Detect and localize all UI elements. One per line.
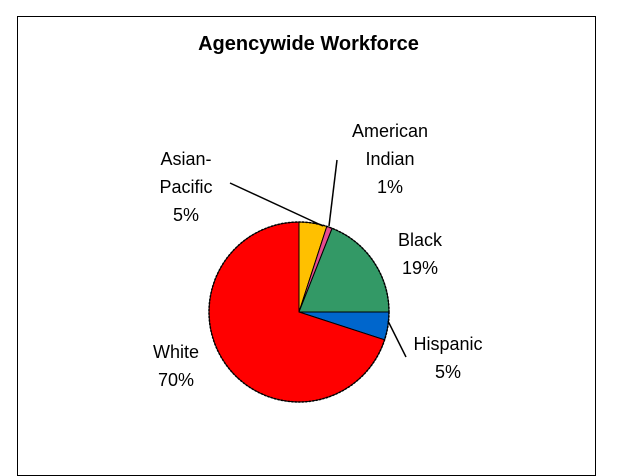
slice-label-hispanic: Hispanic 5% bbox=[413, 334, 482, 382]
slice-label-line-black: 19% bbox=[402, 258, 438, 278]
slice-label-line-american-indian: American bbox=[352, 121, 428, 141]
slice-label-line-hispanic: Hispanic bbox=[413, 334, 482, 354]
slice-label-asian-pacific: Asian- Pacific 5% bbox=[159, 149, 212, 225]
slice-label-white: White 70% bbox=[153, 342, 199, 390]
leader-line-american-indian bbox=[328, 159, 338, 227]
leader-line-asian-pacific bbox=[229, 182, 324, 227]
slice-label-line-white: 70% bbox=[158, 370, 194, 390]
slice-label-line-white: White bbox=[153, 342, 199, 362]
slice-label-line-american-indian: Indian bbox=[365, 149, 414, 169]
slice-label-line-asian-pacific: 5% bbox=[173, 205, 199, 225]
slice-label-black: Black 19% bbox=[398, 230, 443, 278]
chart-title: Agencywide Workforce bbox=[198, 33, 419, 55]
slice-label-line-hispanic: 5% bbox=[435, 362, 461, 382]
pie-outline bbox=[208, 221, 390, 403]
slice-label-line-american-indian: 1% bbox=[377, 177, 403, 197]
leader-line-hispanic bbox=[387, 320, 407, 358]
slice-label-line-asian-pacific: Pacific bbox=[159, 177, 212, 197]
slice-label-american-indian: American Indian 1% bbox=[352, 121, 428, 197]
slice-label-line-asian-pacific: Asian- bbox=[160, 149, 211, 169]
slice-label-line-black: Black bbox=[398, 230, 443, 250]
